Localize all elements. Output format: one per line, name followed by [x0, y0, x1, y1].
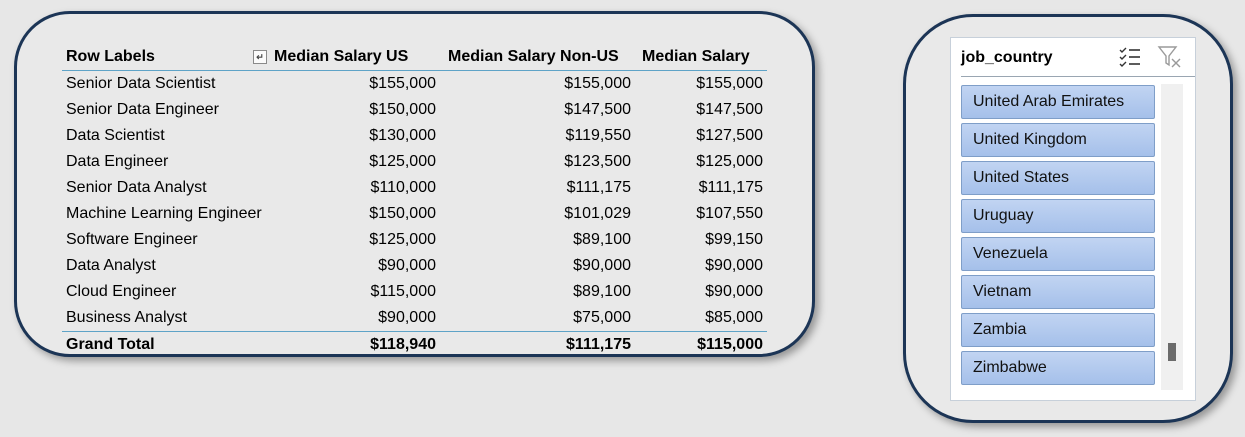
row-median-non-us: $89,100	[573, 231, 631, 248]
row-median-all: $127,500	[696, 127, 763, 144]
slicer-scroll-thumb[interactable]	[1168, 343, 1176, 361]
slicer-scrollbar[interactable]	[1161, 84, 1183, 390]
row-median-non-us: $90,000	[573, 257, 631, 274]
row-median-all: $99,150	[705, 231, 763, 248]
pivot-table-panel: Row Labels ↵ Median Salary US Median Sal…	[14, 11, 815, 358]
row-median-all: $111,175	[698, 179, 763, 196]
row-median-us: $130,000	[369, 127, 436, 144]
row-median-non-us: $111,175	[566, 179, 631, 196]
row-median-all: $147,500	[696, 101, 763, 118]
header-median-salary-us-label: Median Salary US	[274, 48, 409, 65]
row-median-non-us: $75,000	[573, 309, 631, 326]
table-row[interactable]: Data Analyst $90,000 $90,000 $90,000	[62, 253, 767, 279]
row-median-all: $155,000	[696, 75, 763, 92]
row-median-us: $125,000	[369, 153, 436, 170]
table-row[interactable]: Senior Data Scientist $155,000 $155,000 $15…	[62, 71, 767, 98]
slicer-item[interactable]: Venezuela	[961, 237, 1155, 271]
slicer-item[interactable]: Zambia	[961, 313, 1155, 347]
row-median-all: $107,550	[696, 205, 763, 222]
row-median-non-us: $147,500	[564, 101, 631, 118]
pivot-header-row: Row Labels ↵ Median Salary US Median Sal…	[62, 44, 767, 71]
slicer-title: job_country	[961, 49, 1053, 66]
row-median-non-us: $123,500	[564, 153, 631, 170]
row-median-non-us: $119,550	[565, 127, 631, 144]
row-label: Data Scientist	[66, 127, 165, 144]
row-median-all: $125,000	[696, 153, 763, 170]
row-label: Senior Data Scientist	[66, 75, 216, 92]
row-median-non-us: $101,029	[564, 205, 631, 222]
row-median-us: $150,000	[369, 205, 436, 222]
job-country-slicer[interactable]: job_country United Arab Emirates United K…	[950, 37, 1196, 401]
slicer-item[interactable]: Uruguay	[961, 199, 1155, 233]
header-median-salary-us[interactable]: ↵ Median Salary US	[253, 44, 440, 71]
row-label: Software Engineer	[66, 231, 198, 248]
slicer-item[interactable]: United States	[961, 161, 1155, 195]
row-median-us: $110,000	[370, 179, 436, 196]
row-label: Senior Data Engineer	[66, 101, 219, 118]
clear-filter-icon[interactable]	[1157, 44, 1183, 70]
row-median-us: $150,000	[369, 101, 436, 118]
row-label: Business Analyst	[66, 309, 187, 326]
row-median-all: $90,000	[705, 283, 763, 300]
grand-total-non-us: $111,175	[440, 331, 635, 358]
table-row[interactable]: Software Engineer $125,000 $89,100 $99,150	[62, 227, 767, 253]
row-median-us: $90,000	[378, 309, 436, 326]
multi-select-icon[interactable]	[1118, 45, 1142, 69]
filter-dropdown-icon[interactable]: ↵	[253, 50, 267, 64]
table-row[interactable]: Data Scientist $130,000 $119,550 $127,500	[62, 123, 767, 149]
table-row[interactable]: Machine Learning Engineer $150,000 $101,02…	[62, 201, 767, 227]
slicer-item[interactable]: Zimbabwe	[961, 351, 1155, 385]
row-label: Senior Data Analyst	[66, 179, 207, 196]
slicer-item[interactable]: Vietnam	[961, 275, 1155, 309]
row-median-non-us: $89,100	[573, 283, 631, 300]
row-median-non-us: $155,000	[564, 75, 631, 92]
table-row[interactable]: Senior Data Engineer $150,000 $147,500 $147…	[62, 97, 767, 123]
row-median-us: $90,000	[378, 257, 436, 274]
row-label: Machine Learning Engineer	[66, 205, 262, 222]
row-median-all: $85,000	[705, 309, 763, 326]
table-row[interactable]: Data Engineer $125,000 $123,500 $125,000	[62, 149, 767, 175]
header-median-salary-label: Median Salary	[642, 48, 750, 65]
grand-total-label: Grand Total	[62, 331, 272, 358]
row-median-us: $115,000	[370, 283, 436, 300]
row-label: Data Analyst	[66, 257, 156, 274]
pivot-table: Row Labels ↵ Median Salary US Median Sal…	[62, 44, 767, 358]
grand-total-all: $115,000	[635, 331, 767, 358]
table-row[interactable]: Business Analyst $90,000 $75,000 $85,000	[62, 305, 767, 332]
grand-total-us: $118,940	[272, 331, 440, 358]
row-median-us: $155,000	[369, 75, 436, 92]
row-median-us: $125,000	[369, 231, 436, 248]
slicer-header: job_country	[961, 38, 1195, 77]
header-median-salary-non-us-label: Median Salary Non-US	[448, 48, 619, 65]
slicer-panel: job_country United Arab Emirates United K…	[903, 14, 1233, 423]
table-row[interactable]: Cloud Engineer $115,000 $89,100 $90,000	[62, 279, 767, 305]
header-row-labels[interactable]: Row Labels	[62, 44, 272, 71]
table-row[interactable]: Senior Data Analyst $110,000 $111,175 $111,…	[62, 175, 767, 201]
header-median-salary-non-us[interactable]: Median Salary Non-US	[440, 44, 635, 71]
slicer-item[interactable]: United Arab Emirates	[961, 85, 1155, 119]
row-median-all: $90,000	[705, 257, 763, 274]
row-label: Cloud Engineer	[66, 283, 177, 300]
grand-total-row[interactable]: Grand Total $118,940 $111,175 $115,000	[62, 331, 767, 358]
slicer-item[interactable]: United Kingdom	[961, 123, 1155, 157]
row-label: Data Engineer	[66, 153, 169, 170]
header-median-salary[interactable]: Median Salary	[635, 44, 767, 71]
